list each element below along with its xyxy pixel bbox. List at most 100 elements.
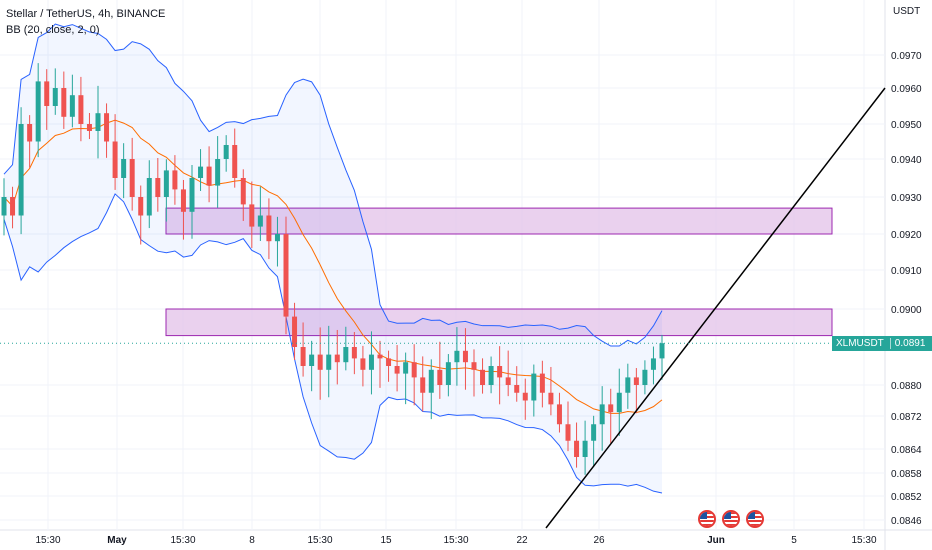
candle-body <box>488 366 494 385</box>
candle-body <box>445 362 451 385</box>
x-tick-label: May <box>107 535 127 546</box>
candle-body <box>360 358 366 370</box>
x-tick-label: Jun <box>707 535 725 546</box>
candle-body <box>642 369 648 385</box>
price-axis[interactable]: 0.0970 0.0960 0.0950 0.0940 0.0930 0.0920 0.09… <box>891 51 922 527</box>
candle-body <box>1 197 7 216</box>
candle-body <box>505 377 511 385</box>
candle-body <box>334 354 340 363</box>
axis-unit-label: USDT <box>893 6 921 17</box>
y-tick-label: 0.0970 <box>891 51 922 62</box>
candle-body <box>548 392 554 405</box>
y-tick-label: 0.0880 <box>891 381 922 392</box>
candle-body <box>420 377 426 393</box>
candle-body <box>309 354 315 366</box>
us-flag-icon[interactable] <box>746 510 764 528</box>
y-tick-label: 0.0960 <box>891 84 922 95</box>
candle-body <box>18 124 24 216</box>
candle-body <box>326 354 332 370</box>
candle-body <box>240 178 246 205</box>
candle-body <box>283 234 289 317</box>
lower-band <box>3 193 663 494</box>
band-fill <box>4 24 662 494</box>
candle-body <box>266 215 272 242</box>
candle-body <box>539 373 545 393</box>
indicator-label: BB (20, close, 2, 0) <box>6 24 100 36</box>
candle-body <box>633 377 639 385</box>
candle-body <box>232 145 238 178</box>
candle-body <box>343 347 349 363</box>
candle-body <box>35 81 41 142</box>
candle-body <box>608 404 614 413</box>
candle-body <box>163 170 169 197</box>
zone-box <box>165 308 833 337</box>
badge-symbol: XLMUSDT <box>836 338 884 350</box>
candle-body <box>556 404 562 425</box>
candle-body <box>86 124 92 131</box>
time-axis[interactable]: 15:30 May 15:30 8 15:30 15 15:30 22 26 Jun 5 15:30 <box>35 535 876 546</box>
candle-body <box>411 362 417 378</box>
candle-body <box>172 170 178 190</box>
candle-body <box>531 373 537 401</box>
candle-body <box>78 95 84 124</box>
candle-body <box>317 354 323 370</box>
candle-body <box>386 358 392 366</box>
candle-body <box>565 424 571 441</box>
x-tick-label: 22 <box>516 535 528 546</box>
candle-body <box>574 440 580 457</box>
us-flag-icon[interactable] <box>698 510 716 528</box>
candle-body <box>61 88 67 117</box>
candle-body <box>146 178 152 216</box>
y-tick-label: 0.0846 <box>891 516 922 527</box>
trendline-segment <box>545 87 886 529</box>
y-tick-label: 0.0864 <box>891 445 922 456</box>
y-tick-label: 0.0940 <box>891 155 922 166</box>
candle-body <box>27 124 33 142</box>
candle-body <box>659 343 665 359</box>
trendline[interactable] <box>545 87 886 529</box>
candle-body <box>368 354 374 370</box>
candle-body <box>121 159 127 178</box>
candle-body <box>112 141 118 178</box>
candle-body <box>394 366 400 374</box>
candle-body <box>437 369 443 385</box>
candle-body <box>377 354 383 359</box>
candle-body <box>522 392 528 401</box>
candle-body <box>257 215 263 227</box>
candle-body <box>44 81 50 106</box>
us-flag-icon[interactable] <box>722 510 740 528</box>
candle-body <box>591 424 597 441</box>
candle-body <box>462 350 468 363</box>
x-tick-label: 15 <box>380 535 392 546</box>
y-tick-label: 0.0910 <box>891 266 922 277</box>
y-tick-label: 0.0900 <box>891 305 922 316</box>
candle-body <box>129 159 135 197</box>
upper-band <box>3 23 663 347</box>
candle-body <box>10 197 16 216</box>
y-tick-label: 0.0872 <box>891 412 922 423</box>
x-tick-label: 15:30 <box>170 535 195 546</box>
candle-body <box>351 347 357 359</box>
x-tick-label: 15:30 <box>851 535 876 546</box>
candle-body <box>249 204 255 227</box>
candle-body <box>223 145 229 159</box>
candle-body <box>650 358 656 370</box>
candle-body <box>52 88 58 106</box>
economic-events[interactable] <box>698 510 764 528</box>
x-tick-label: 15:30 <box>443 535 468 546</box>
candle-body <box>300 347 306 366</box>
candle-body <box>95 113 101 131</box>
candle-body <box>497 366 503 378</box>
candle-body <box>215 159 221 186</box>
candle-body <box>616 392 622 413</box>
chart-legend: Stellar / TetherUS, 4h, BINANCE BB (20, … <box>6 6 165 38</box>
candle-body <box>69 95 75 117</box>
candle-body <box>428 369 434 393</box>
candle-body <box>471 362 477 370</box>
candle-body <box>189 178 195 212</box>
candle-body <box>514 385 520 393</box>
chart-title: Stellar / TetherUS, 4h, BINANCE <box>6 8 166 20</box>
basis-line <box>3 119 663 414</box>
badge-price: 0.0891 <box>889 338 925 350</box>
